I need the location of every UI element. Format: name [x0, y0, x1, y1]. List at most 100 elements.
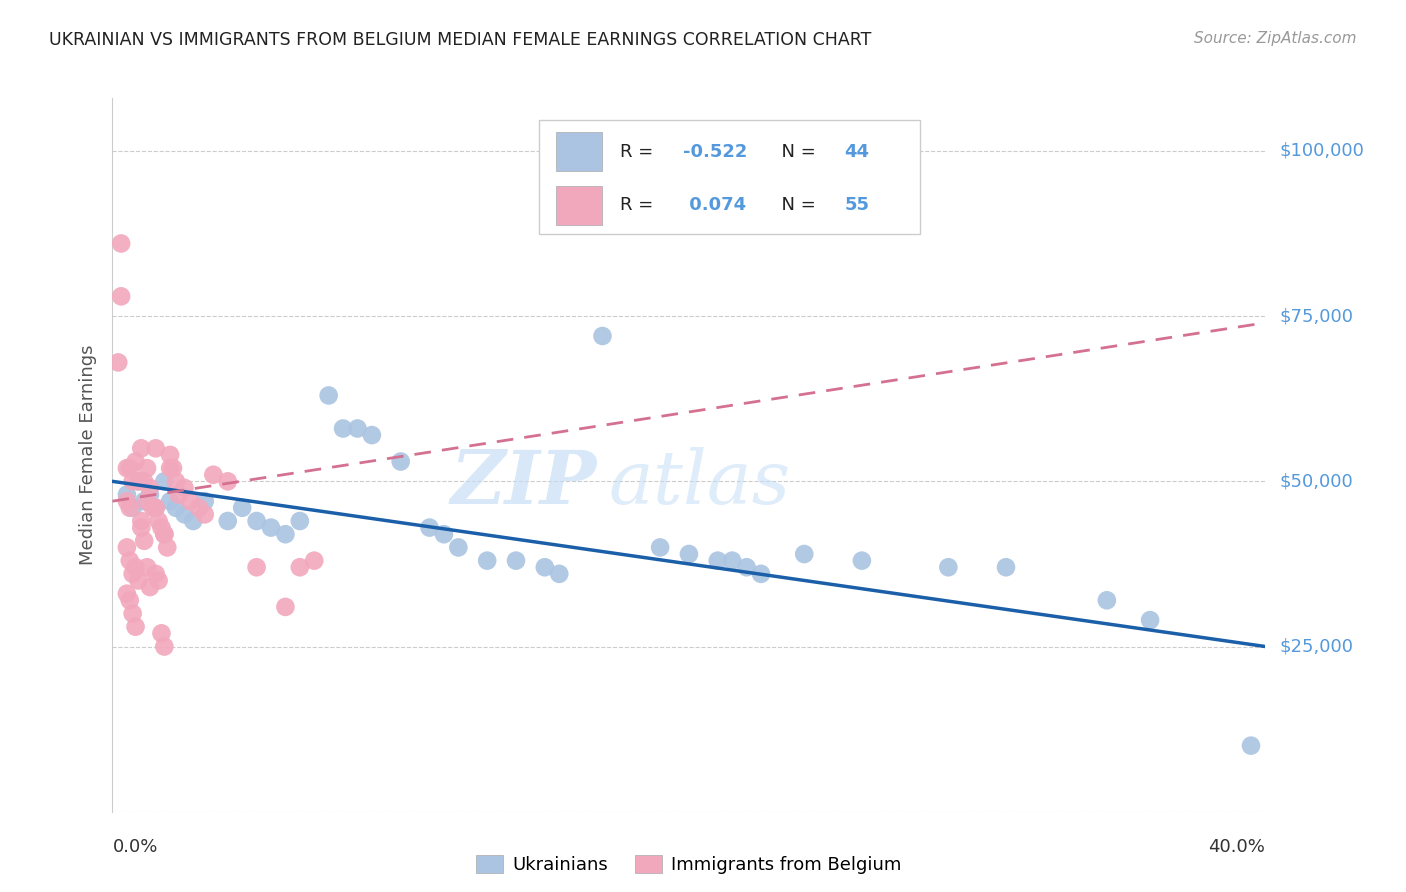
Point [124, 620, 146, 634]
Point [1095, 593, 1118, 607]
Point [153, 640, 176, 654]
Point [173, 508, 195, 522]
Point [274, 527, 297, 541]
Point [159, 448, 181, 462]
Point [156, 541, 179, 555]
Point [389, 454, 412, 468]
Point [995, 560, 1018, 574]
Point [153, 475, 176, 489]
Point [127, 574, 149, 588]
Point [1139, 613, 1161, 627]
Point [592, 329, 614, 343]
Text: 44: 44 [845, 143, 869, 161]
Text: $100,000: $100,000 [1279, 142, 1364, 160]
Point [159, 494, 181, 508]
Point [150, 520, 173, 534]
Text: -0.522: -0.522 [683, 143, 748, 161]
Point [188, 500, 211, 515]
Point [179, 494, 201, 508]
Point [124, 560, 146, 574]
Point [245, 514, 267, 528]
Text: atlas: atlas [609, 447, 790, 520]
Point [153, 527, 176, 541]
Point [648, 541, 672, 555]
Point [139, 481, 162, 495]
Legend: Ukrainians, Immigrants from Belgium: Ukrainians, Immigrants from Belgium [470, 847, 908, 881]
Point [505, 554, 527, 568]
Point [217, 475, 239, 489]
Point [129, 442, 153, 456]
Point [735, 560, 758, 574]
Point [447, 541, 470, 555]
Point [346, 421, 368, 435]
Point [231, 500, 253, 515]
Point [706, 554, 728, 568]
Point [136, 560, 159, 574]
Point [148, 574, 170, 588]
Point [274, 599, 297, 614]
Point [136, 461, 159, 475]
Point [165, 475, 187, 489]
Text: 0.0%: 0.0% [112, 838, 157, 856]
Point [121, 475, 143, 489]
Point [134, 475, 156, 489]
Text: Source: ZipAtlas.com: Source: ZipAtlas.com [1194, 31, 1357, 46]
Point [118, 461, 141, 475]
Point [150, 626, 173, 640]
Point [548, 566, 571, 581]
Point [118, 554, 141, 568]
Point [793, 547, 815, 561]
Text: $75,000: $75,000 [1279, 307, 1354, 326]
Point [288, 514, 311, 528]
Point [127, 475, 149, 489]
Point [153, 527, 176, 541]
Point [162, 461, 184, 475]
Point [115, 541, 138, 555]
Text: N =: N = [769, 196, 821, 214]
Point [749, 566, 772, 581]
Y-axis label: Median Female Earnings: Median Female Earnings [79, 344, 97, 566]
Point [202, 467, 225, 482]
Text: ZIP: ZIP [450, 447, 596, 520]
Point [419, 520, 441, 534]
Point [145, 500, 167, 515]
Point [121, 566, 143, 581]
Point [304, 554, 326, 568]
Point [124, 454, 146, 468]
Point [145, 566, 167, 581]
Point [115, 494, 138, 508]
Point [332, 421, 354, 435]
Text: $25,000: $25,000 [1279, 638, 1354, 656]
Point [115, 587, 138, 601]
Text: 55: 55 [845, 196, 869, 214]
Point [851, 554, 873, 568]
Point [129, 520, 153, 534]
Point [217, 514, 239, 528]
Text: 0.074: 0.074 [683, 196, 747, 214]
Point [107, 355, 129, 369]
Point [118, 593, 141, 607]
Point [167, 487, 190, 501]
Text: R =: R = [620, 143, 659, 161]
Point [260, 520, 283, 534]
Point [145, 500, 167, 515]
Bar [557, 132, 603, 171]
Point [121, 500, 143, 515]
Point [110, 236, 132, 251]
Point [115, 461, 138, 475]
Point [139, 487, 162, 501]
Text: R =: R = [620, 196, 659, 214]
Point [136, 494, 159, 508]
Point [194, 494, 217, 508]
Point [110, 289, 132, 303]
Text: N =: N = [769, 143, 821, 161]
Point [127, 475, 149, 489]
Point [288, 560, 311, 574]
Bar [557, 186, 603, 225]
Point [159, 461, 181, 475]
Point [194, 508, 217, 522]
Point [360, 428, 382, 442]
Point [134, 494, 156, 508]
Point [118, 500, 141, 515]
Point [936, 560, 959, 574]
